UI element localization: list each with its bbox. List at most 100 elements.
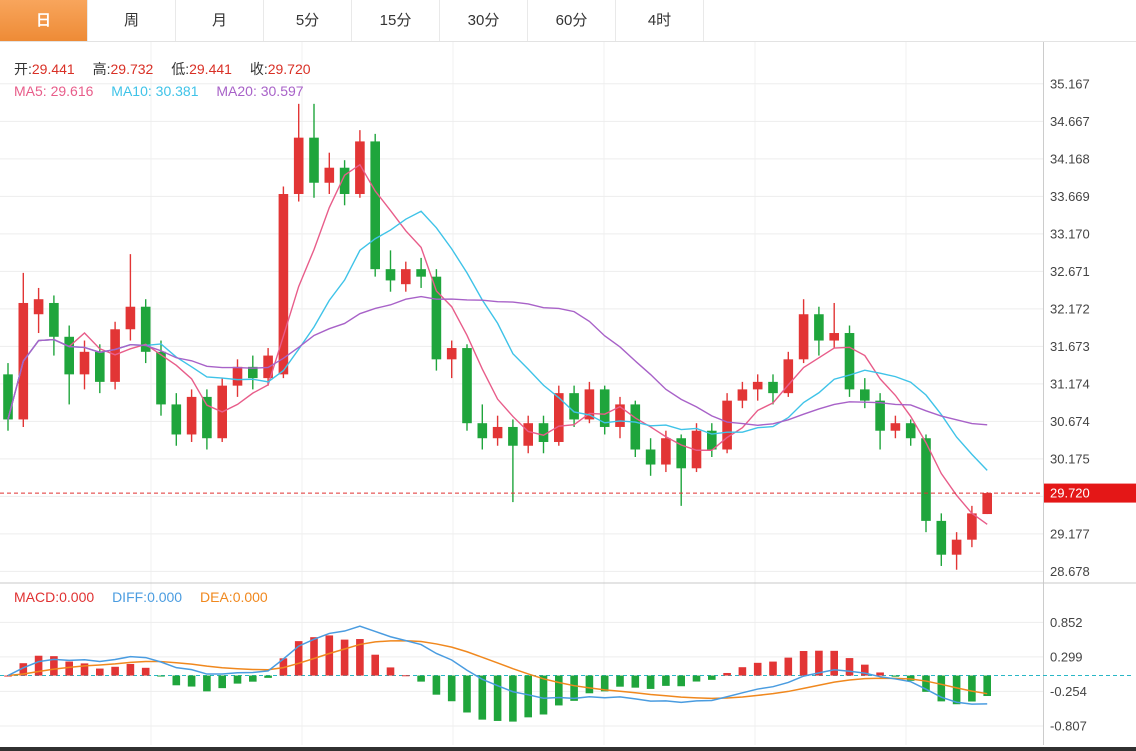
candle-body [125,306,136,330]
candle-body [860,389,870,401]
candle-body [844,333,855,390]
tab-60min[interactable]: 60分 [528,0,616,41]
candle-body [661,438,671,465]
close-label: 收: [249,61,268,77]
dea-line [7,640,988,700]
ma20-legend: MA20: 30.597 [216,83,303,99]
macd-histogram-bar [172,675,181,686]
ohlc-open: 开:29.441 [14,61,75,77]
ma5-value: 29.616 [50,83,94,99]
candle-body [951,539,962,555]
candle-body [523,423,533,446]
ohlc-low: 低:29.441 [171,61,232,77]
tab-day[interactable]: 日 [0,0,88,41]
macd-histogram-bar [447,675,456,702]
candle-body [538,423,549,442]
macd-histogram-bar [187,675,196,687]
main-y-axis-label: 30.674 [1050,414,1090,429]
candle-body [599,389,610,427]
candle-body [829,333,839,341]
macd-histogram-bar [968,675,976,702]
candle-body [202,396,212,439]
candle-body [95,351,105,382]
ma20-label: MA20: [216,83,257,99]
macd-histogram-bar [141,667,150,676]
dea-value: 0.000 [232,589,268,605]
ma5-legend: MA5: 29.616 [14,83,93,99]
macd-histogram-bar [830,650,838,676]
ohlc-close: 收:29.720 [250,61,311,77]
macd-histogram-bar [325,635,334,676]
tab-week[interactable]: 周 [88,0,176,41]
candle-body [324,167,335,183]
macd-histogram-bar [815,650,823,676]
macd-histogram-bar [677,675,685,687]
macd-histogram-bar [386,667,395,676]
macd-histogram-bar [952,675,961,705]
dea-value-pair: DEA:0.000 [200,589,268,605]
timeframe-tabbar: 日 周 月 5分 15分 30分 60分 4时 [0,0,1136,42]
candle-body [79,351,90,375]
candle-body [309,137,319,183]
tab-4hour[interactable]: 4时 [616,0,704,41]
main-y-axis-label: 31.174 [1050,376,1090,391]
main-y-axis-label: 34.667 [1050,114,1090,129]
macd-histogram-bar [922,675,930,692]
candle-body [64,336,74,375]
candle-body [156,351,166,405]
ma20-line [7,295,988,426]
tab-15min[interactable]: 15分 [352,0,440,41]
macd-histogram-bar [233,675,242,684]
candle-body [554,393,564,442]
candle-body [140,306,151,352]
macd-histogram-bar [478,675,487,720]
macd-value-pair: MACD:0.000 [14,589,94,605]
tab-30min[interactable]: 30分 [440,0,528,41]
candle-body [492,426,503,439]
candle-body [248,366,258,379]
candle-body [431,276,442,360]
macd-histogram-bar [769,661,777,676]
macd-y-axis-label: -0.254 [1050,684,1087,699]
tab-5min[interactable]: 5分 [264,0,352,41]
main-y-axis-label: 30.175 [1050,451,1090,466]
macd-histogram-bar [19,663,28,676]
macd-value: 0.000 [59,589,95,605]
macd-histogram-bar [876,672,884,676]
last-price-tag [1044,483,1136,503]
macd-histogram-bar [356,639,364,676]
candle-body [355,141,365,195]
macd-histogram-bar [662,675,670,686]
macd-legend: MACD:0.000 DIFF:0.000 DEA:0.000 [14,589,282,605]
macd-histogram-bar [417,675,425,682]
main-y-axis-label: 32.671 [1050,264,1090,279]
ohlc-high: 高:29.732 [93,61,154,77]
macd-histogram-bar [799,651,808,676]
candle-body [462,348,472,424]
macd-histogram-bar [983,675,991,697]
candle-body [446,348,457,360]
candle-body [722,400,732,450]
macd-y-axis-label: 0.299 [1050,649,1083,664]
macd-histogram-bar [249,675,257,682]
high-value: 29.732 [110,61,154,77]
candle-body [370,141,380,270]
candle-body [798,314,809,360]
macd-histogram-bar [524,675,532,718]
tab-month[interactable]: 月 [176,0,264,41]
candle-body [676,438,686,469]
candle-body [967,513,977,540]
candle-body [615,404,625,427]
main-y-axis-label: 34.168 [1050,151,1090,166]
macd-histogram-bar [157,675,165,677]
candle-body [737,389,748,401]
macd-histogram-bar [340,639,349,676]
candle-body [936,520,947,555]
macd-histogram-bar [784,657,793,676]
macd-histogram-bar [555,675,563,706]
ma10-value: 30.381 [155,83,199,99]
candle-body [569,393,579,420]
main-y-axis-label: 29.177 [1050,526,1090,541]
